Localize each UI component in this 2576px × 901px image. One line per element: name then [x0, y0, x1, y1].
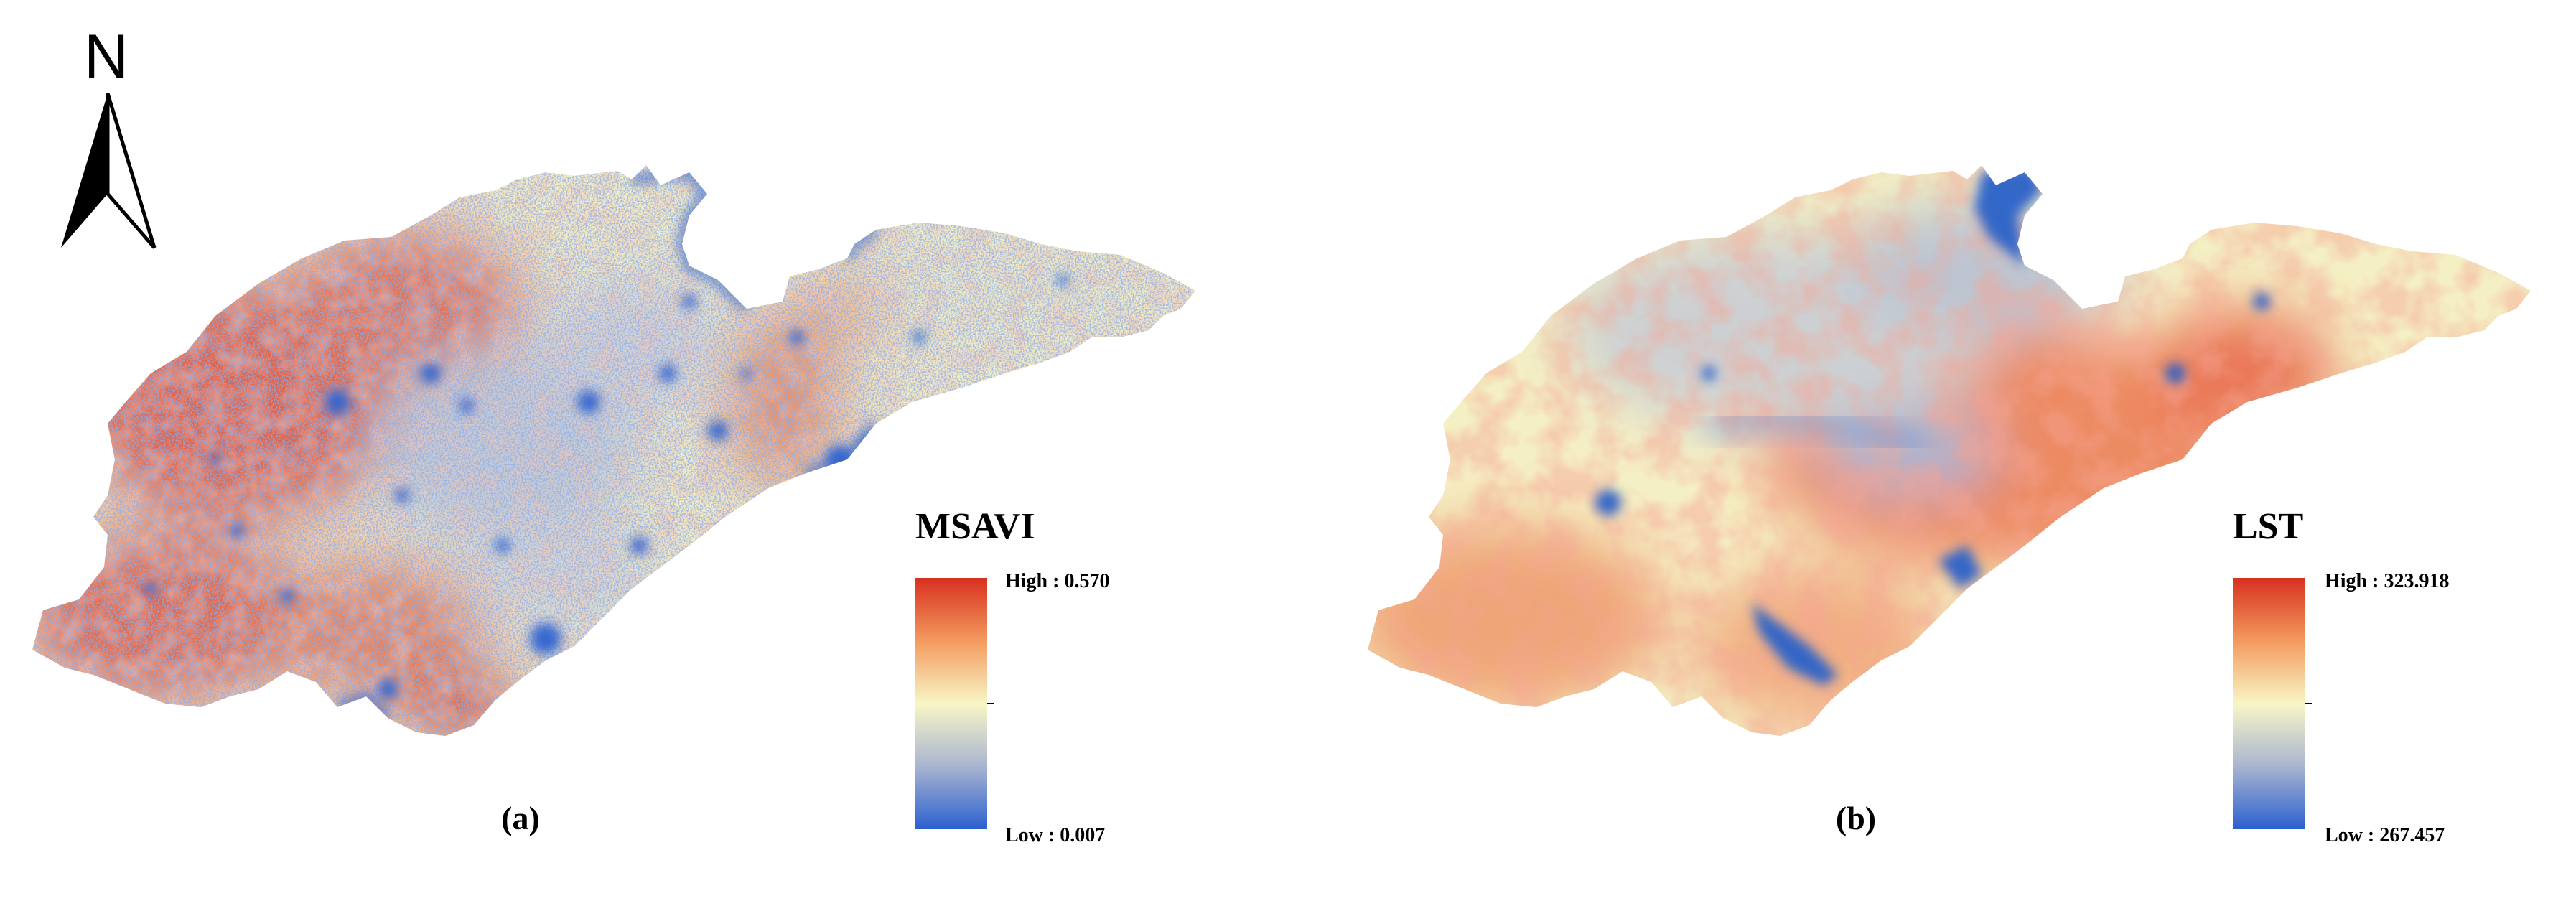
- legend-a-title: MSAVI: [915, 506, 1035, 547]
- legend-a-color-ramp: [915, 578, 987, 829]
- north-arrow-left-icon: [61, 93, 108, 248]
- legend-b: LST High : 323.918 Low : 267.457: [2233, 506, 2449, 846]
- caption-a: (a): [501, 800, 540, 836]
- map-panel-b: [1368, 165, 2531, 736]
- legend-b-color-ramp: [2233, 578, 2305, 829]
- legend-a-high-label: High : 0.570: [1005, 570, 1109, 592]
- legend-b-title: LST: [2233, 506, 2303, 547]
- legend-b-high-label: High : 323.918: [2325, 570, 2449, 592]
- north-arrow-right-icon: [106, 93, 157, 249]
- caption-b: (b): [1836, 800, 1876, 836]
- msavi-raster: [32, 165, 1195, 736]
- legend-a: MSAVI High : 0.570 Low : 0.007: [915, 506, 1109, 846]
- north-arrow: N: [61, 22, 157, 249]
- north-arrow-label: N: [84, 22, 129, 91]
- map-panel-a: [32, 165, 1195, 736]
- lst-raster: [1368, 165, 2531, 736]
- legend-b-low-label: Low : 267.457: [2325, 824, 2445, 846]
- legend-a-low-label: Low : 0.007: [1005, 824, 1105, 846]
